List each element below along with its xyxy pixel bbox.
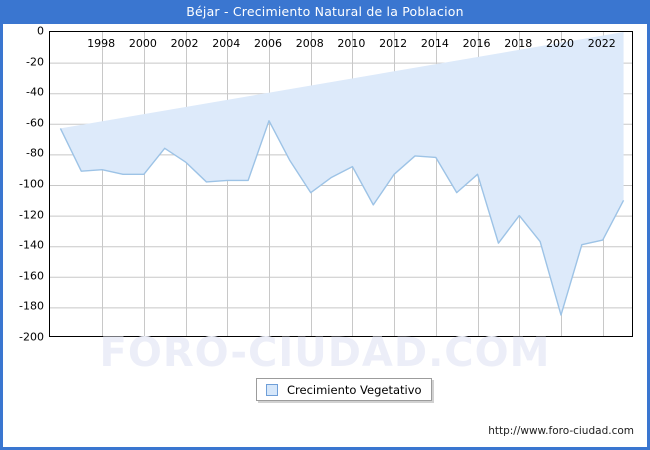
y-tick-label: -140 <box>19 238 44 252</box>
source-url-label: http://www.foro-ciudad.com <box>488 425 634 437</box>
y-tick-label: -200 <box>19 330 44 344</box>
y-tick-label: -180 <box>19 299 44 313</box>
y-tick-label: -20 <box>26 55 44 69</box>
legend-label: Crecimiento Vegetativo <box>287 382 422 397</box>
plot-area <box>49 31 633 337</box>
data-series-crecimiento-vegetativo <box>59 32 625 316</box>
y-tick-label: -100 <box>19 177 44 191</box>
y-tick-label: -80 <box>26 146 44 160</box>
y-tick-label: -40 <box>26 85 44 99</box>
y-tick-label: -160 <box>19 269 44 283</box>
window-title: Béjar - Crecimiento Natural de la Poblac… <box>0 0 650 24</box>
grid-lines <box>50 32 632 336</box>
chart-legend[interactable]: Crecimiento Vegetativo <box>256 378 432 401</box>
legend-swatch-icon <box>266 383 278 396</box>
y-tick-label: -120 <box>19 208 44 222</box>
y-tick-label: -60 <box>26 116 44 130</box>
y-tick-label: 0 <box>37 24 44 38</box>
